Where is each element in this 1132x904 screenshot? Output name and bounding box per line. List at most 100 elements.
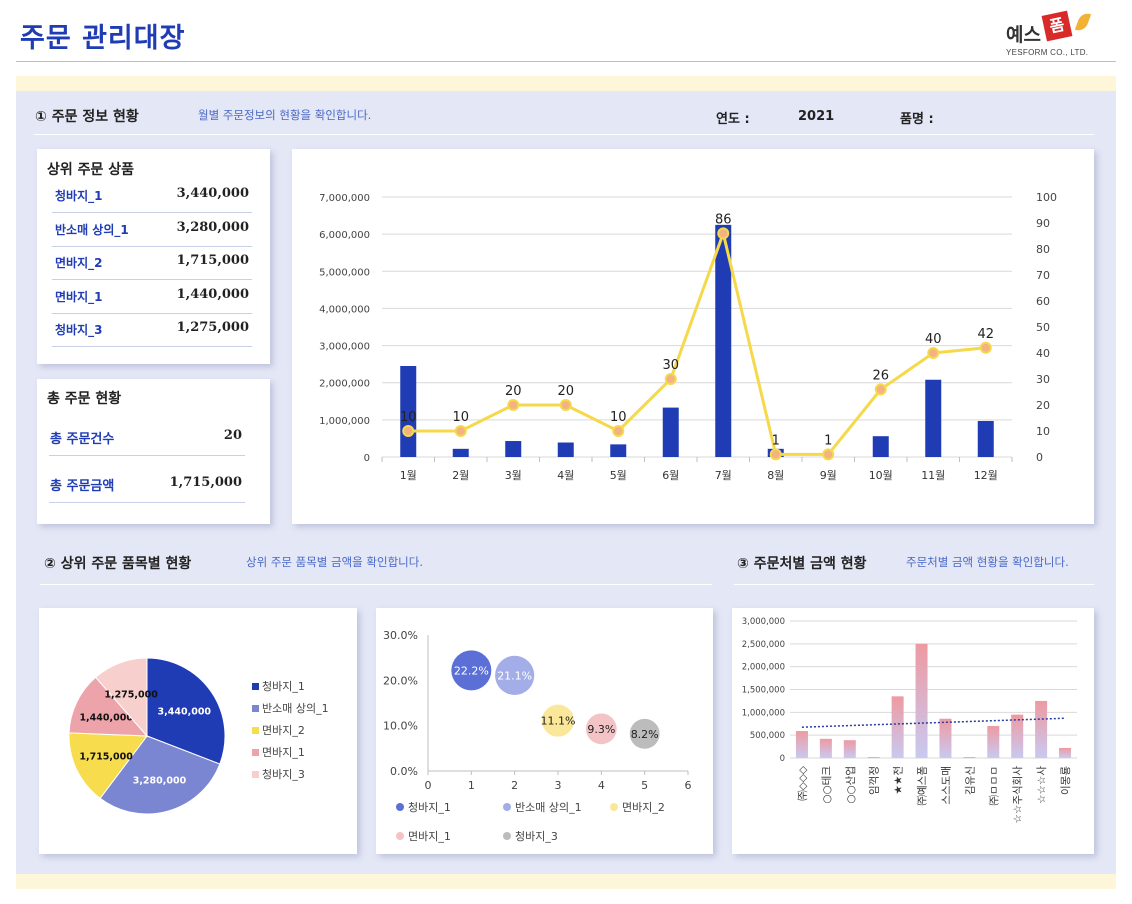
bar — [452, 448, 469, 457]
product-name: 청바지_3 — [55, 323, 103, 337]
trendline — [801, 717, 1066, 728]
legend-swatch — [396, 832, 404, 840]
slice-label: 3,280,000 — [133, 775, 187, 786]
pie-slice — [68, 732, 148, 800]
y-tick-label: 1,000,000 — [742, 708, 785, 718]
bubble-label: 9.3% — [587, 723, 615, 736]
year-value[interactable]: 2021 — [798, 109, 835, 124]
y-tick-label: 2,500,000 — [742, 640, 785, 650]
x-tick-label: 임꺽정 — [868, 766, 881, 795]
total-amount-value: 1,715,000 — [169, 475, 242, 490]
y2-tick-label: 20 — [1036, 399, 1050, 412]
y-tick-label: 30.0% — [383, 629, 418, 642]
x-tick-label: 3 — [555, 779, 562, 792]
x-tick-label: 스스도매 — [940, 766, 952, 805]
y2-tick-label: 70 — [1036, 269, 1050, 282]
total-count-label: 총 주문건수 — [50, 432, 115, 447]
legend-swatch — [252, 727, 259, 734]
bubble — [629, 718, 660, 749]
x-tick-label: 1 — [468, 779, 475, 792]
data-label: 20 — [557, 384, 574, 399]
y2-tick-label: 30 — [1036, 373, 1050, 386]
logo-mark: 폼 — [1041, 10, 1073, 42]
section1-divider — [34, 134, 1094, 135]
y-tick-label: 2,000,000 — [319, 379, 370, 390]
list-item: 면바지_1 1,440,000 — [52, 280, 252, 314]
data-label: 1 — [824, 433, 832, 448]
total-count-value: 20 — [223, 428, 242, 443]
section1-title: ① 주문 정보 현황 — [35, 109, 139, 125]
x-tick-label: 5 — [641, 779, 648, 792]
data-label: 40 — [925, 332, 942, 347]
bubble — [495, 655, 535, 695]
x-tick-label: 1월 — [400, 469, 417, 482]
legend-label: 청바지_1 — [262, 680, 305, 693]
bubble — [451, 650, 492, 691]
x-tick-label: 11월 — [921, 469, 945, 482]
bubble-label: 22.2% — [454, 664, 489, 677]
title-divider — [16, 61, 1116, 62]
monthly-chart-card: 0 1,000,000 2,000,000 3,000,000 4,000,000 5,0… — [292, 149, 1094, 524]
bottom-band — [16, 874, 1116, 889]
x-tick-label: ○○테크 — [821, 766, 833, 804]
data-label: 26 — [872, 368, 889, 383]
line-point — [717, 227, 730, 240]
bar — [987, 726, 1000, 758]
pie-slice — [94, 657, 148, 738]
data-label: 10 — [610, 410, 627, 425]
y2-tick-label: 60 — [1036, 295, 1050, 308]
total-amount-label: 총 주문금액 — [50, 479, 115, 494]
list-item: 청바지_1 3,440,000 — [52, 179, 252, 213]
legend-swatch — [252, 683, 259, 690]
product-value: 1,275,000 — [176, 320, 249, 335]
bar — [977, 420, 994, 457]
x-tick-label: 12월 — [974, 469, 998, 482]
line-point — [454, 425, 467, 437]
bar — [891, 696, 904, 758]
bar — [557, 442, 574, 457]
y2-tick-label: 0 — [1036, 451, 1043, 464]
product-name: 면바지_1 — [55, 290, 103, 304]
line-point — [612, 425, 625, 437]
line-point — [402, 425, 415, 437]
section3-title: ③ 주문처별 금액 현황 — [737, 556, 867, 572]
bar — [963, 757, 976, 758]
slice-label: 1,275,000 — [104, 690, 158, 701]
x-tick-label: 7월 — [715, 469, 732, 482]
legend-swatch — [610, 803, 618, 811]
legend-label: 반소매 상의_1 — [515, 801, 582, 814]
product-name: 면바지_2 — [55, 256, 103, 270]
series-line — [408, 228, 986, 456]
section2-title: ② 상위 주문 품목별 현황 — [44, 556, 192, 572]
legend-label: 청바지_3 — [515, 830, 558, 843]
year-label: 연도 : — [716, 112, 750, 127]
line-point — [874, 383, 887, 396]
y-tick-label: 4,000,000 — [319, 304, 370, 315]
bubble — [542, 704, 574, 737]
line-point — [769, 448, 782, 461]
total-orders-card: 총 주문 현황 총 주문건수 20 총 주문금액 1,715,000 — [37, 379, 270, 524]
data-label: 30 — [662, 358, 679, 373]
company-logo: 예스 폼 YESFORM CO., LTD. — [1000, 8, 1110, 60]
bar — [939, 718, 952, 758]
x-tick-label: 9월 — [820, 469, 837, 482]
legend-swatch — [252, 705, 259, 712]
y-tick-label: 0 — [364, 453, 370, 464]
product-name: 반소매 상의_1 — [55, 223, 129, 237]
total-amount-row: 총 주문금액 1,715,000 — [49, 466, 245, 503]
legend-swatch — [503, 832, 511, 840]
top-products-card: 상위 주문 상품 청바지_1 3,440,000 반소매 상의_1 3,280,… — [37, 149, 270, 364]
bar — [715, 224, 732, 457]
line-point — [979, 341, 992, 354]
legend-label: 면바지_1 — [262, 746, 305, 759]
product-value: 1,715,000 — [176, 253, 249, 268]
pie-chart-card: 3,440,000 3,280,000 1,715,000 1,440,000 1,27… — [39, 608, 357, 854]
page-title: 주문 관리대장 — [20, 23, 186, 54]
line-point — [664, 373, 677, 385]
y-tick-label: 0.0% — [390, 765, 418, 778]
y-tick-label: 1,000,000 — [319, 416, 370, 427]
y-tick-label: 20.0% — [383, 674, 418, 687]
bar — [1059, 747, 1072, 758]
total-count-row: 총 주문건수 20 — [49, 419, 245, 456]
logo-leaf-icon — [1074, 10, 1092, 34]
